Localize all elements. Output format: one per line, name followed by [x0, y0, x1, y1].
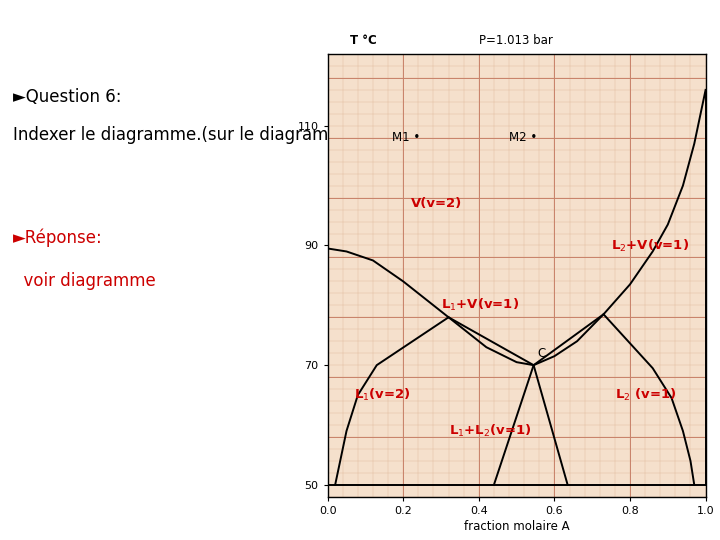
- Text: voir diagramme: voir diagramme: [13, 272, 156, 290]
- Text: ►Question 6:: ►Question 6:: [13, 88, 122, 106]
- Text: L$_1$+V(v=1): L$_1$+V(v=1): [441, 297, 519, 313]
- Text: L$_2$+V(v=1): L$_2$+V(v=1): [611, 238, 689, 254]
- Text: P=1.013 bar: P=1.013 bar: [479, 35, 553, 48]
- Text: T °C: T °C: [351, 35, 377, 48]
- Text: L$_1$(v=2): L$_1$(v=2): [354, 387, 411, 403]
- Text: M2 •: M2 •: [509, 131, 537, 144]
- Text: L$_1$+L$_2$(v=1): L$_1$+L$_2$(v=1): [449, 423, 531, 439]
- Text: V(v=2): V(v=2): [410, 197, 462, 210]
- X-axis label: fraction molaire A: fraction molaire A: [464, 520, 570, 533]
- Text: ►Réponse:: ►Réponse:: [13, 228, 103, 247]
- Text: M1 •: M1 •: [392, 131, 420, 144]
- Text: Indexer le diagramme.(sur le diagramme): Indexer le diagramme.(sur le diagramme): [13, 126, 361, 144]
- Text: L$_2$ (v=1): L$_2$ (v=1): [615, 387, 676, 403]
- Text: C: C: [537, 347, 546, 360]
